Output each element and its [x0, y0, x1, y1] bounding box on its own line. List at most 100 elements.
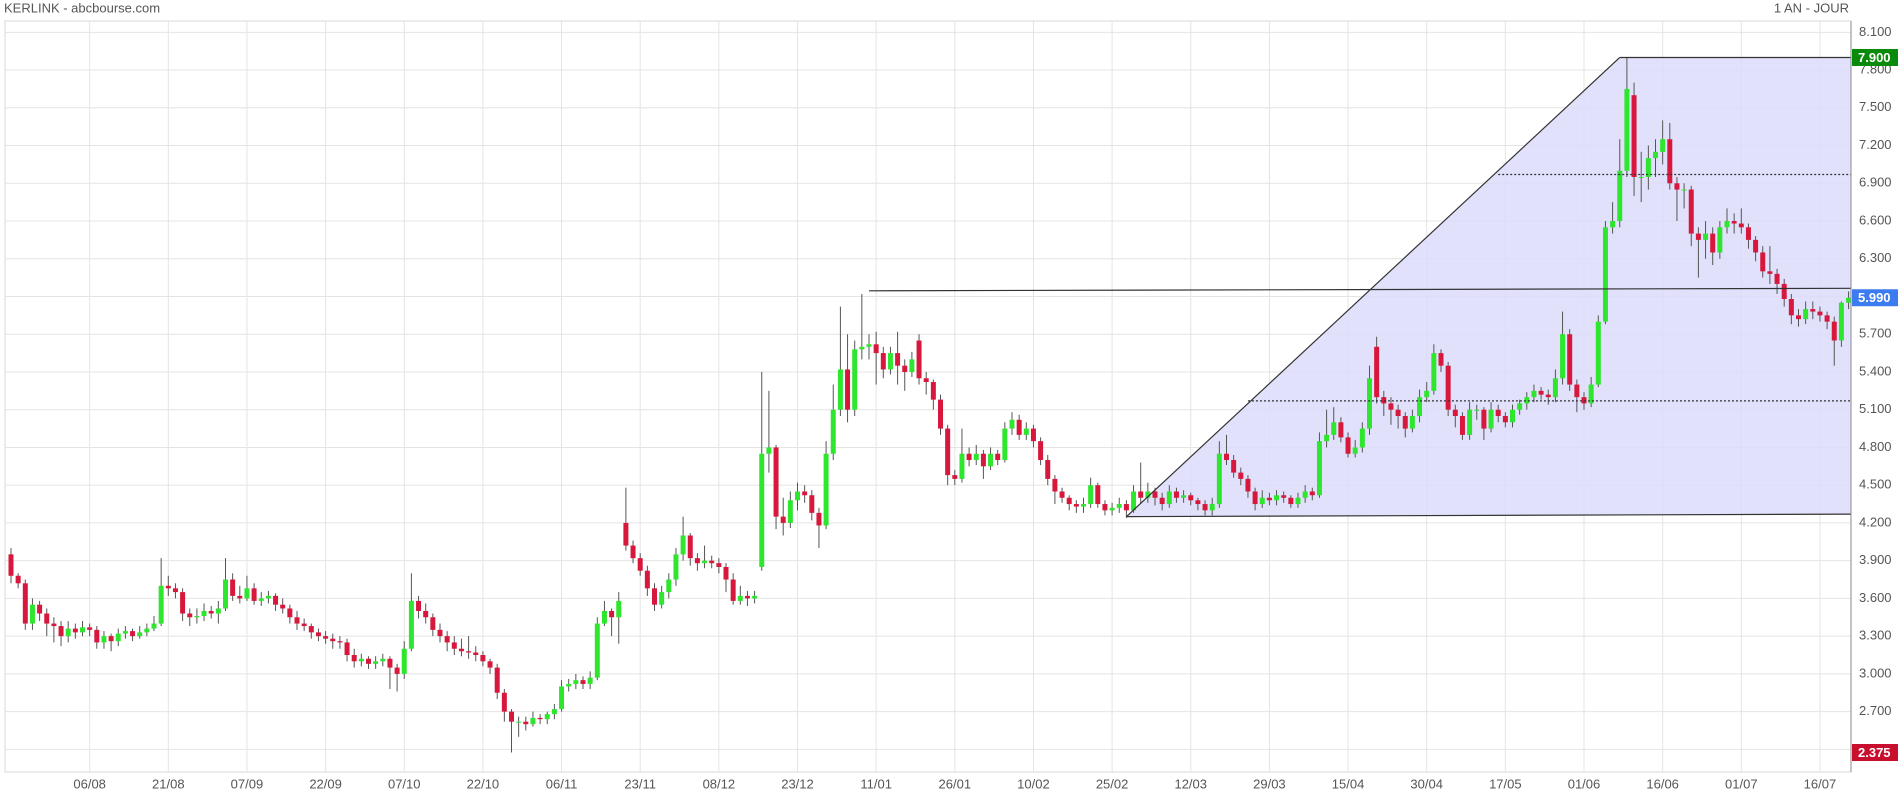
candle-body [1638, 176, 1644, 178]
candle-body [973, 453, 979, 461]
x-tick-label: 23/12 [781, 776, 814, 791]
candle-body [1624, 88, 1630, 171]
candle-body [1760, 252, 1766, 272]
x-tick-label: 07/10 [388, 776, 421, 791]
candle-body [1367, 378, 1372, 429]
candle-body [702, 560, 708, 564]
candle-body [273, 595, 279, 605]
candle-body [265, 595, 271, 599]
candle-body [551, 709, 557, 715]
x-tick-label: 10/02 [1017, 776, 1050, 791]
candle-body [1066, 497, 1072, 505]
price-label-box [1852, 744, 1898, 762]
candle-body [737, 595, 743, 601]
candle-body [594, 623, 600, 678]
candle-body [830, 409, 836, 454]
x-tick-label: 08/12 [703, 776, 736, 791]
y-tick-label: 6.300 [1859, 250, 1892, 265]
candle-body [1281, 495, 1287, 498]
candle-body [516, 721, 522, 723]
candle-body [1109, 507, 1115, 511]
candle-body [394, 667, 400, 674]
candle-body [1824, 315, 1830, 322]
x-tick-label: 15/04 [1332, 776, 1365, 791]
candle-body [1316, 441, 1322, 496]
candle-body [809, 495, 815, 513]
candle-body [966, 453, 972, 461]
candle-body [1510, 409, 1515, 423]
candle-body [1216, 453, 1222, 505]
candle-body [1345, 437, 1351, 454]
candle-body [945, 428, 951, 476]
candle-body [723, 566, 729, 580]
candle-body [294, 617, 300, 624]
candle-body [487, 661, 493, 668]
candle-body [1481, 409, 1487, 429]
x-tick-label: 01/07 [1725, 776, 1758, 791]
y-tick-label: 4.800 [1859, 439, 1892, 454]
x-tick-label: 07/09 [231, 776, 264, 791]
candle-body [1502, 415, 1508, 423]
candle-body [930, 382, 936, 400]
candle-body [115, 633, 121, 642]
candle-body [1552, 378, 1558, 398]
candle-body [323, 636, 329, 639]
trend-line [868, 287, 1852, 292]
candle-body [1452, 409, 1458, 416]
candle-body [1753, 239, 1759, 253]
candle-body [237, 595, 243, 599]
candle-body [1424, 390, 1430, 398]
candle-body [866, 344, 872, 347]
candle-body [201, 610, 207, 617]
candle-body [1259, 497, 1265, 505]
candle-body [165, 585, 171, 589]
candle-body [358, 658, 364, 662]
candle-body [1738, 223, 1744, 228]
candle-body [1717, 227, 1723, 253]
candle-body [351, 655, 357, 662]
candle-body [1417, 397, 1423, 416]
candle-body [1266, 497, 1272, 501]
candle-body [1116, 504, 1122, 508]
candle-body [1195, 500, 1201, 505]
candle-body [852, 349, 858, 410]
candle-body [1331, 422, 1337, 435]
candle-body [1152, 491, 1158, 498]
candle-body [258, 598, 264, 601]
candle-body [1810, 309, 1816, 312]
x-tick-label: 23/11 [624, 776, 656, 791]
y-tick-label: 6.900 [1859, 175, 1892, 190]
x-tick-label: 26/01 [939, 776, 972, 791]
candle-body [1016, 419, 1022, 435]
candle-body [1145, 491, 1151, 498]
y-tick-label: 3.000 [1859, 665, 1892, 680]
candle-body [408, 600, 414, 649]
candle-body [37, 604, 43, 614]
candle-body [344, 642, 350, 656]
candle-body [430, 617, 436, 630]
candle-body [137, 632, 143, 637]
candle-body [144, 628, 150, 633]
candle-body [1038, 441, 1044, 461]
candle-body [845, 369, 851, 410]
candle-body [952, 475, 958, 479]
candle-body [1488, 409, 1494, 429]
candle-body [923, 378, 929, 383]
candle-body [659, 592, 665, 605]
candle-body [387, 658, 393, 668]
candle-body [1138, 491, 1144, 498]
candle-body [780, 516, 786, 523]
candle-body [988, 453, 994, 467]
candle-body [15, 575, 21, 584]
candle-body [1402, 415, 1408, 429]
x-tick-label: 16/06 [1646, 776, 1679, 791]
x-tick-label: 06/08 [73, 776, 106, 791]
candle-body [1703, 233, 1709, 240]
candle-body [1674, 183, 1680, 190]
candle-body [223, 579, 228, 609]
candle-body [187, 613, 193, 618]
candle-body [65, 628, 71, 637]
price-label-box [1852, 289, 1898, 307]
candle-body [902, 365, 908, 372]
candle-body [444, 636, 450, 643]
